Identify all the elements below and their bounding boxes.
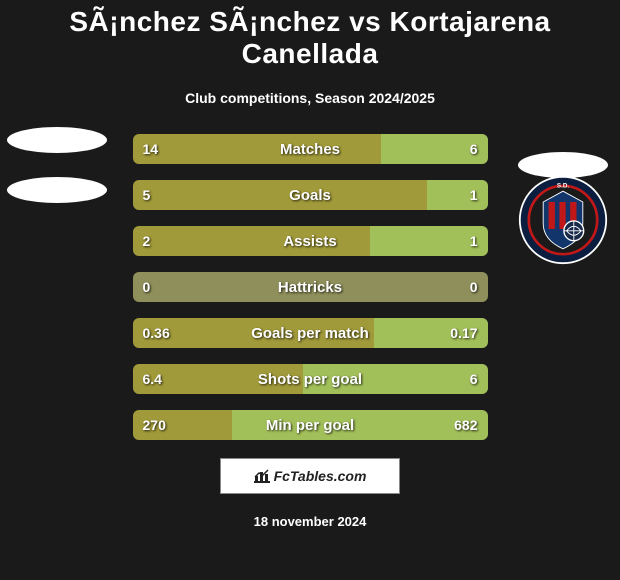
stat-bar-player2 bbox=[303, 364, 488, 394]
stat-row: 6.46Shots per goal bbox=[133, 364, 488, 394]
player1-placeholder-oval-2 bbox=[7, 177, 107, 203]
comparison-date: 18 november 2024 bbox=[0, 514, 620, 529]
stat-row: 51Goals bbox=[133, 180, 488, 210]
comparison-subtitle: Club competitions, Season 2024/2025 bbox=[0, 90, 620, 106]
player1-placeholder-oval-1 bbox=[7, 127, 107, 153]
stat-bar-player1 bbox=[133, 318, 374, 348]
footer-brand-text: FcTables.com bbox=[274, 468, 367, 484]
stat-bar-player1 bbox=[133, 180, 428, 210]
comparison-title: SÃ¡nchez SÃ¡nchez vs Kortajarena Canella… bbox=[0, 0, 620, 70]
stat-bar-neutral bbox=[133, 272, 488, 302]
stat-bar-player1 bbox=[133, 226, 371, 256]
stat-bar-player2 bbox=[381, 134, 488, 164]
stat-bar-player1 bbox=[133, 364, 303, 394]
svg-text:S.D.: S.D. bbox=[557, 183, 569, 190]
stat-row: 270682Min per goal bbox=[133, 410, 488, 440]
chart-icon bbox=[254, 469, 270, 483]
stat-bar-player2 bbox=[374, 318, 488, 348]
stat-bar-player2 bbox=[232, 410, 488, 440]
stats-bars-container: 146Matches 51Goals 21Assists 00Hattricks 0.3… bbox=[133, 134, 488, 440]
stat-bar-player1 bbox=[133, 410, 232, 440]
stat-bar-player2 bbox=[370, 226, 487, 256]
stat-row: 00Hattricks bbox=[133, 272, 488, 302]
stat-bar-player2 bbox=[427, 180, 487, 210]
huesca-club-badge: S.D. bbox=[518, 175, 608, 265]
stat-row: 0.360.17Goals per match bbox=[133, 318, 488, 348]
player1-badge-area bbox=[12, 120, 102, 210]
fctables-logo: FcTables.com bbox=[220, 458, 400, 494]
stat-row: 21Assists bbox=[133, 226, 488, 256]
stat-bar-player1 bbox=[133, 134, 382, 164]
stat-row: 146Matches bbox=[133, 134, 488, 164]
